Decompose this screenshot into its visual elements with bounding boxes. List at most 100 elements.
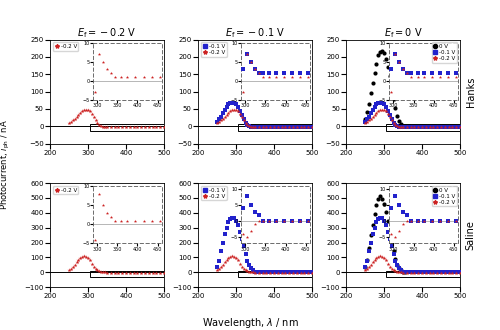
Point (365, 118, 373, 123)
Point (118, 271, 126, 276)
Point (72, 259, 80, 265)
FancyBboxPatch shape (386, 124, 460, 131)
Point (396, 265, 404, 271)
Point (249, 124, 257, 130)
Point (134, 271, 141, 276)
Point (126, 271, 134, 276)
Point (99, 124, 107, 129)
Point (370, 225, 378, 230)
Point (384, 218, 392, 224)
Point (285, 271, 293, 276)
Point (230, 215, 238, 221)
Point (126, 124, 134, 130)
Point (367, 232, 375, 238)
Point (394, 124, 402, 129)
Point (396, 118, 404, 124)
Point (403, 124, 411, 130)
Point (384, 64, 392, 69)
Point (378, 254, 386, 260)
Legend: -0.1 V, -0.2 V: -0.1 V, -0.2 V (201, 186, 226, 200)
Point (222, 225, 230, 230)
Point (390, 120, 398, 126)
Point (76, 111, 84, 116)
Point (386, 228, 394, 234)
Point (228, 100, 236, 105)
Point (378, 215, 386, 221)
Point (293, 270, 301, 275)
Point (444, 270, 452, 275)
Point (244, 269, 252, 274)
Point (378, 100, 386, 106)
Point (372, 203, 380, 208)
Point (401, 124, 409, 129)
Point (390, 268, 398, 273)
Point (90, 264, 98, 269)
Point (399, 269, 407, 274)
Point (262, 271, 270, 276)
Point (363, 258, 371, 264)
Point (99, 269, 107, 275)
Point (437, 270, 445, 275)
Point (74, 113, 82, 118)
Point (213, 119, 221, 125)
Point (270, 124, 278, 130)
Point (397, 270, 405, 275)
Point (441, 124, 449, 130)
Point (160, 271, 168, 276)
Point (300, 270, 308, 275)
Point (258, 124, 266, 130)
Point (92, 118, 100, 123)
Point (94, 121, 102, 126)
Point (220, 232, 228, 237)
Point (148, 124, 156, 130)
Point (426, 270, 434, 275)
Point (372, 219, 380, 224)
Point (406, 124, 414, 130)
Point (101, 270, 109, 275)
Point (392, 122, 400, 128)
Point (222, 257, 230, 263)
Point (456, 124, 464, 130)
Point (394, 262, 402, 267)
Point (365, 249, 373, 254)
Point (365, 264, 373, 270)
Point (382, 105, 390, 110)
Point (308, 270, 316, 275)
Point (394, 124, 402, 129)
Point (289, 124, 297, 130)
Point (368, 80, 376, 85)
Point (390, 251, 398, 256)
Point (122, 271, 130, 276)
Point (106, 124, 114, 130)
Point (240, 266, 248, 272)
Point (251, 270, 259, 276)
Point (266, 270, 274, 275)
Point (246, 124, 254, 129)
Point (376, 49, 384, 54)
Point (215, 119, 223, 124)
Point (384, 261, 392, 266)
Point (222, 104, 230, 109)
Point (236, 111, 244, 116)
Point (226, 100, 234, 106)
FancyBboxPatch shape (386, 271, 460, 277)
Point (106, 271, 114, 276)
FancyBboxPatch shape (238, 271, 312, 277)
Point (296, 124, 304, 130)
Point (134, 124, 141, 130)
Point (103, 270, 111, 276)
Point (410, 124, 418, 130)
Point (392, 258, 400, 263)
Point (114, 271, 122, 276)
Point (441, 271, 449, 276)
Point (92, 266, 100, 272)
Point (394, 269, 402, 274)
Point (228, 107, 236, 113)
Point (403, 124, 411, 129)
Point (384, 111, 392, 116)
Point (433, 270, 441, 275)
Point (380, 107, 388, 113)
Point (386, 264, 394, 269)
Point (242, 268, 250, 273)
Point (396, 269, 404, 275)
